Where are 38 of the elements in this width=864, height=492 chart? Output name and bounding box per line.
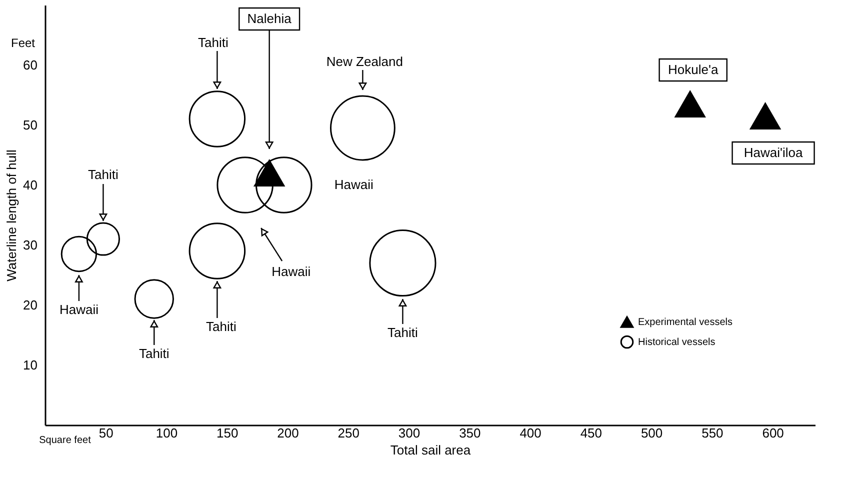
annotation: Tahiti <box>88 167 118 182</box>
x-tick-label: 150 <box>216 426 238 440</box>
annotation: Tahiti <box>198 35 228 50</box>
y-tick-label: 40 <box>23 178 38 192</box>
x-tick-label: 350 <box>459 426 481 440</box>
x-tick-label: 200 <box>277 426 299 440</box>
annotation: Hawaii <box>59 302 99 317</box>
y-axis-title: Waterline length of hull <box>4 150 20 282</box>
x-tick-label: 250 <box>338 426 360 440</box>
legend-label: Experimental vessels <box>638 317 732 328</box>
y-tick-label: 30 <box>23 238 38 252</box>
annotation: Tahiti <box>388 325 418 340</box>
y-tick-label: 20 <box>23 298 38 312</box>
annotation: Hawai'iloa <box>744 145 804 160</box>
x-tick-label: 400 <box>520 426 542 440</box>
x-tick-label: 600 <box>762 426 784 440</box>
annotation: Nalehia <box>247 11 292 26</box>
x-tick-label: 450 <box>580 426 602 440</box>
text: Feet <box>10 36 36 50</box>
y-tick-label: 10 <box>23 358 38 372</box>
x-axis-title: Total sail area <box>390 442 472 458</box>
x-tick-label: 50 <box>98 426 114 440</box>
text: Square feet <box>39 435 92 446</box>
point <box>674 90 706 118</box>
annotation: Hokule'a <box>668 62 719 77</box>
x-tick-label: 100 <box>156 426 178 440</box>
x-tick-label: 550 <box>702 426 724 440</box>
y-tick-label: 50 <box>23 118 38 132</box>
annotation: Hawaii <box>272 264 311 279</box>
legend-label: Historical vessels <box>638 337 716 348</box>
x-tick-label: 300 <box>398 426 420 440</box>
annotation: New Zealand <box>326 54 404 69</box>
point <box>750 102 781 130</box>
annotation: Tahiti <box>206 319 236 334</box>
y-tick-label: 60 <box>23 58 38 72</box>
annotation: Tahiti <box>138 346 170 361</box>
x-tick-label: 500 <box>640 426 663 440</box>
annotation: Hawaii <box>334 177 374 192</box>
